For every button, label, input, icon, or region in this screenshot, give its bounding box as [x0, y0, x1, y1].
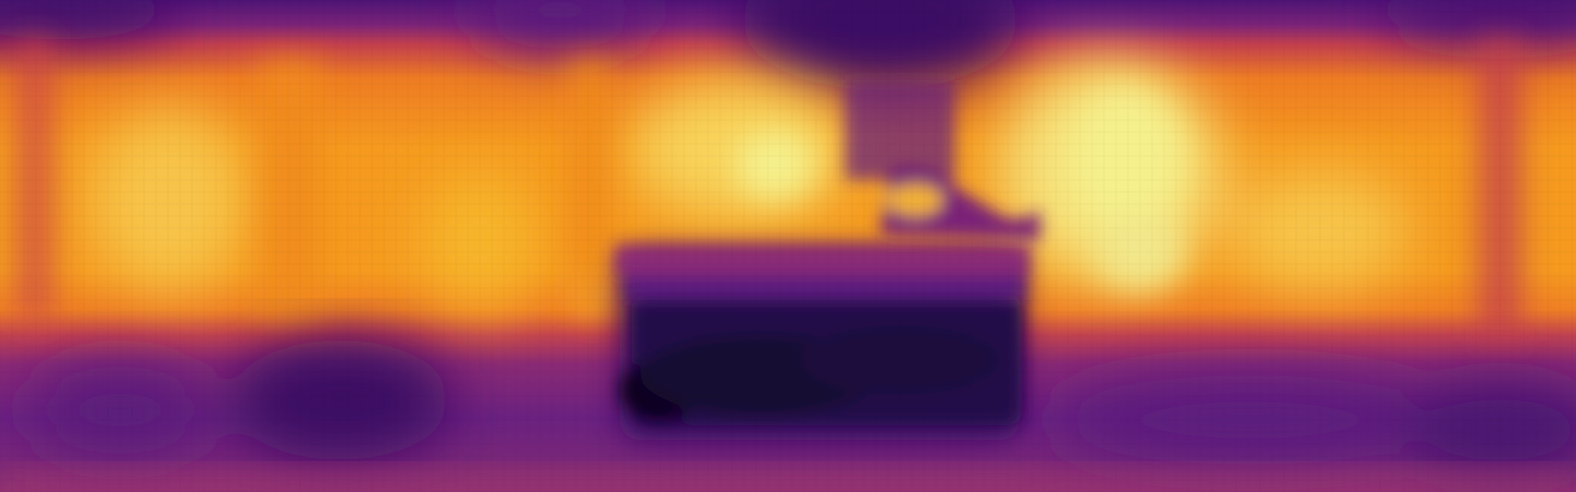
heatmap-frame	[0, 0, 1576, 492]
heatmap-image	[0, 0, 1576, 492]
grid-texture	[0, 0, 1576, 492]
